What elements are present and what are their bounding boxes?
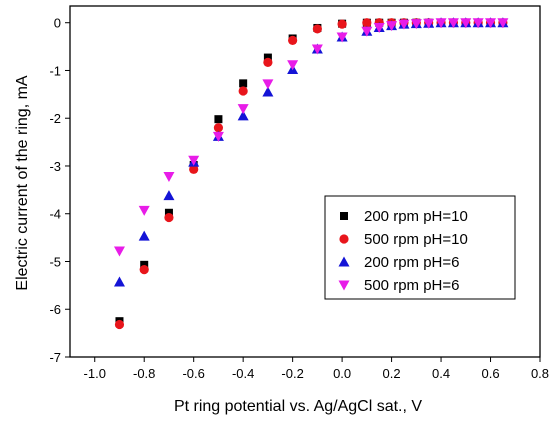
legend-marker xyxy=(338,280,350,291)
legend-marker xyxy=(339,234,349,244)
series-4 xyxy=(113,18,509,257)
data-point xyxy=(312,24,322,34)
legend-label: 500 rpm pH=6 xyxy=(364,277,459,294)
data-point xyxy=(497,18,509,29)
data-point xyxy=(410,19,422,30)
data-point xyxy=(287,60,299,71)
legend-marker xyxy=(340,212,348,220)
y-tick-label: -1 xyxy=(49,63,61,78)
data-point xyxy=(163,171,175,182)
y-tick-label: -4 xyxy=(49,207,61,222)
y-tick-label: -6 xyxy=(49,302,61,317)
data-point xyxy=(237,110,249,121)
data-point xyxy=(138,205,150,216)
data-point xyxy=(262,79,274,90)
data-point xyxy=(362,18,372,28)
y-tick-label: -7 xyxy=(49,350,61,365)
y-tick-label: 0 xyxy=(54,16,61,31)
legend-label: 200 rpm pH=6 xyxy=(364,254,459,271)
legend-marker xyxy=(338,256,350,267)
data-point xyxy=(113,276,125,287)
data-point xyxy=(435,18,447,29)
data-point xyxy=(214,115,223,124)
ticks-layer: -1.0 -0.8 -0.6 -0.4 -0.2 0.0 0.2 0.4 0.6 0.8 0 -1 -2… xyxy=(49,16,549,381)
data-point xyxy=(164,208,173,217)
data-point xyxy=(238,86,248,96)
y-tick-label: -2 xyxy=(49,111,61,126)
data-point xyxy=(213,123,224,133)
data-point xyxy=(163,190,175,201)
data-point xyxy=(386,21,398,32)
data-point xyxy=(113,246,125,257)
data-point xyxy=(472,18,484,29)
x-tick-label: -1.0 xyxy=(84,366,106,381)
data-point xyxy=(237,104,249,115)
data-point xyxy=(164,212,174,223)
data-point xyxy=(188,155,200,166)
data-point xyxy=(361,26,373,37)
data-point xyxy=(139,265,149,275)
x-tick-label: 0.8 xyxy=(531,366,549,381)
data-point xyxy=(239,79,248,88)
data-point xyxy=(460,18,472,29)
data-point xyxy=(212,131,224,142)
x-tick-label: -0.8 xyxy=(133,366,155,381)
data-point xyxy=(262,86,274,97)
y-tick-label: -3 xyxy=(49,159,61,174)
data-point xyxy=(288,35,298,45)
x-tick-label: 0.2 xyxy=(383,366,401,381)
x-tick-label: -0.6 xyxy=(182,366,204,381)
x-axis-title: Pt ring potential vs. Ag/AgCl sat., V xyxy=(174,398,422,415)
data-point xyxy=(398,19,410,30)
x-tick-label: 0.0 xyxy=(333,366,351,381)
plot-frame xyxy=(69,5,541,358)
x-tick-label: -0.4 xyxy=(232,366,254,381)
x-tick-label: 0.4 xyxy=(432,366,450,381)
data-point xyxy=(447,18,459,29)
data-point xyxy=(263,57,273,67)
y-tick-label: -5 xyxy=(49,254,61,269)
data-point xyxy=(485,18,497,29)
data-point xyxy=(114,319,125,330)
legend: 200 rpm pH=10 500 rpm pH=10 200 rpm pH=6 50… xyxy=(324,195,516,300)
legend-label: 200 rpm pH=10 xyxy=(364,208,468,225)
x-tick-label: -0.2 xyxy=(281,366,303,381)
data-point xyxy=(140,260,149,269)
legend-label: 500 rpm pH=10 xyxy=(364,231,468,248)
data-point xyxy=(423,18,435,29)
data-point xyxy=(138,230,150,241)
y-axis-title: Electric current of the ring, mA xyxy=(14,75,31,291)
data-point xyxy=(337,19,347,29)
data-point xyxy=(311,44,323,55)
plot-layer xyxy=(113,17,509,330)
data-point xyxy=(263,53,272,62)
legend-box xyxy=(324,195,516,300)
data-point xyxy=(373,22,385,33)
data-point xyxy=(189,164,199,174)
data-point xyxy=(336,32,348,43)
x-tick-label: 0.6 xyxy=(481,366,499,381)
